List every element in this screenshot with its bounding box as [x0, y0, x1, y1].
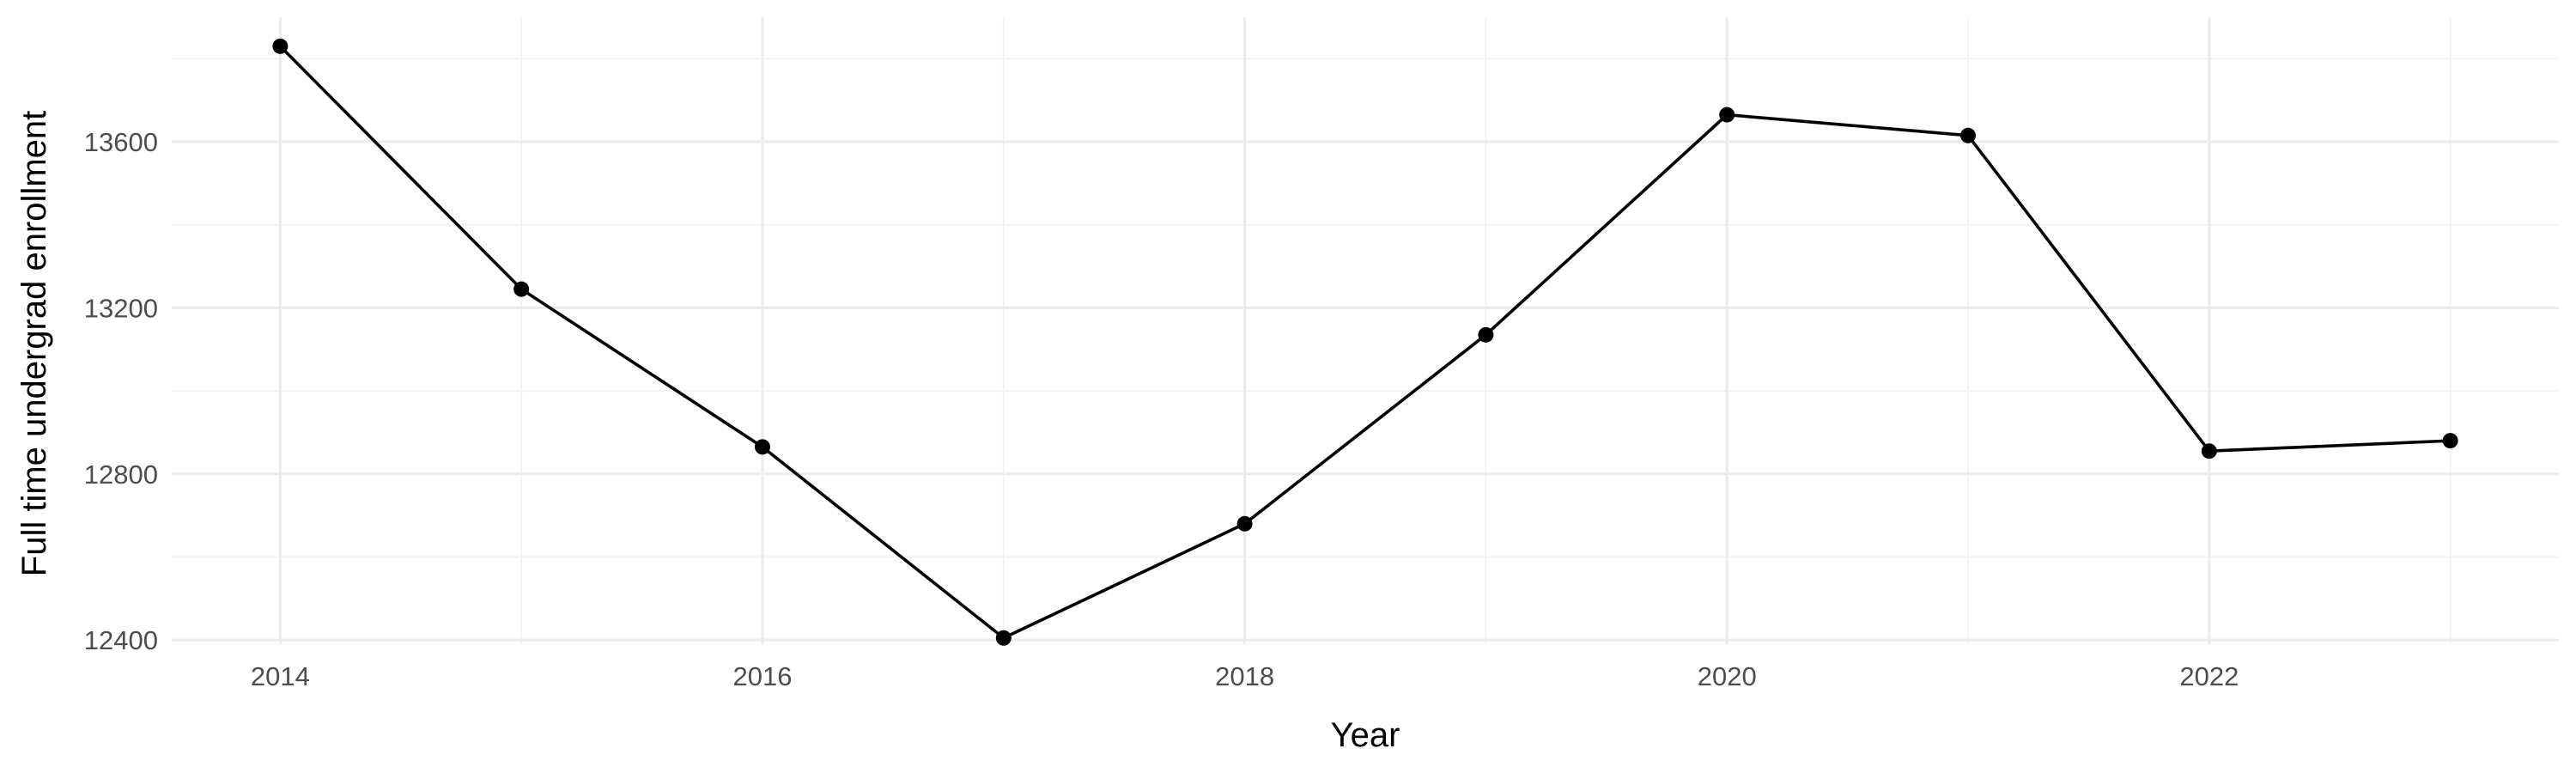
gridlines: [172, 17, 2559, 644]
x-axis-title: Year: [1331, 716, 1400, 754]
data-point: [1960, 127, 1977, 143]
series: [272, 38, 2458, 646]
data-point: [1478, 326, 1494, 343]
x-tick-label: 2020: [1698, 661, 1757, 691]
data-point: [1719, 107, 1735, 123]
y-tick-label: 13600: [84, 127, 158, 157]
x-tick-label: 2016: [732, 661, 792, 691]
y-tick-label: 13200: [84, 293, 158, 323]
y-tick-label: 12800: [84, 460, 158, 490]
axes: 2014 2016 2018 2020 2022 12400 12800 13200 13600: [84, 127, 2239, 691]
data-point: [2442, 433, 2458, 449]
data-point: [754, 439, 770, 455]
data-point: [2201, 443, 2217, 460]
x-tick-label: 2018: [1215, 661, 1274, 691]
series-line: [279, 45, 2451, 640]
y-tick-label: 12400: [84, 625, 158, 655]
x-tick-label: 2022: [2179, 661, 2239, 691]
y-axis-title: Full time undergrad enrollment: [15, 111, 53, 576]
data-point: [272, 38, 289, 54]
x-tick-label: 2014: [251, 661, 310, 691]
data-point: [1236, 515, 1253, 532]
data-point: [513, 281, 530, 297]
data-point: [995, 630, 1012, 646]
